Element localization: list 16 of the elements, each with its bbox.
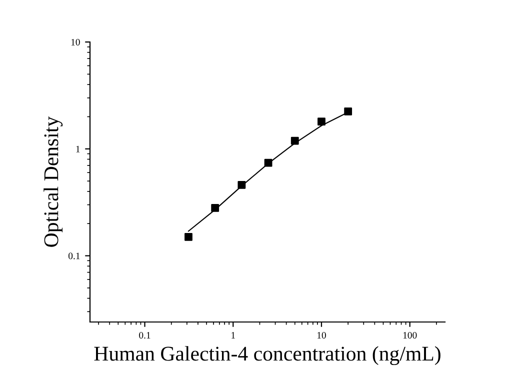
y-axis-title: Optical Density — [44, 116, 63, 247]
point — [184, 232, 192, 241]
x-tick-label: 10 — [317, 332, 326, 339]
y-tick-label: 1 — [76, 146, 80, 152]
point — [238, 180, 246, 189]
x-tick-label: 100 — [403, 332, 417, 339]
point — [344, 107, 352, 116]
y-tick-label: 10 — [71, 38, 80, 46]
x-tick-label: 0.1 — [139, 332, 150, 339]
point — [264, 158, 272, 167]
point — [290, 136, 299, 145]
point — [211, 204, 220, 212]
point — [318, 118, 326, 126]
x-tick-label: 1 — [232, 332, 235, 338]
y-tick-label: 0.1 — [68, 252, 80, 260]
x-axis-title: Human Galectin-4 concentration (ng/mL) — [94, 346, 440, 366]
